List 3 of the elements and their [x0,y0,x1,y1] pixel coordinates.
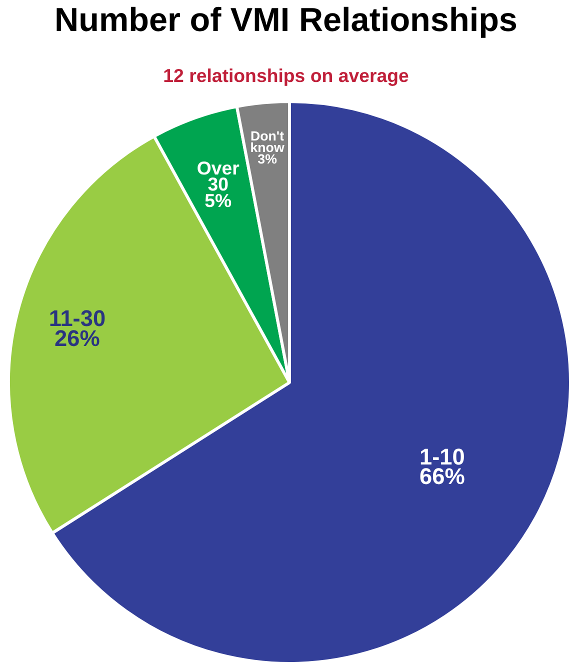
slice-label: 11-30 [48,305,106,332]
chart-subtitle: 12 relationships on average [163,65,409,86]
chart-title: Number of VMI Relationships [54,2,518,39]
